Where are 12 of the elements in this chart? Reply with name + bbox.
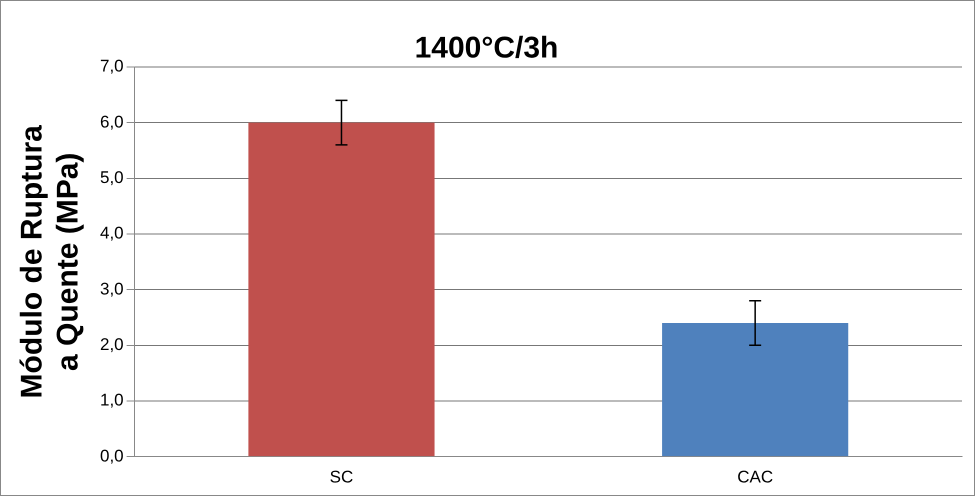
y-tick-label: 0,0 xyxy=(100,446,124,466)
y-tick-label: 2,0 xyxy=(100,334,124,354)
y-tick-label: 7,0 xyxy=(100,56,124,76)
x-tick-label: CAC xyxy=(737,467,774,486)
y-tick-label: 4,0 xyxy=(100,224,124,243)
y-axis-title: Módulo de Ruptura a Quente (MPa) xyxy=(15,124,84,398)
y-tick-label: 5,0 xyxy=(100,168,124,187)
chart-title: 1400°C/3h xyxy=(414,31,558,64)
y-tick-label: 1,0 xyxy=(100,390,124,410)
y-tick-label: 6,0 xyxy=(100,112,124,132)
y-tick-label: 3,0 xyxy=(100,279,124,298)
x-tick-label: SC xyxy=(330,467,354,486)
